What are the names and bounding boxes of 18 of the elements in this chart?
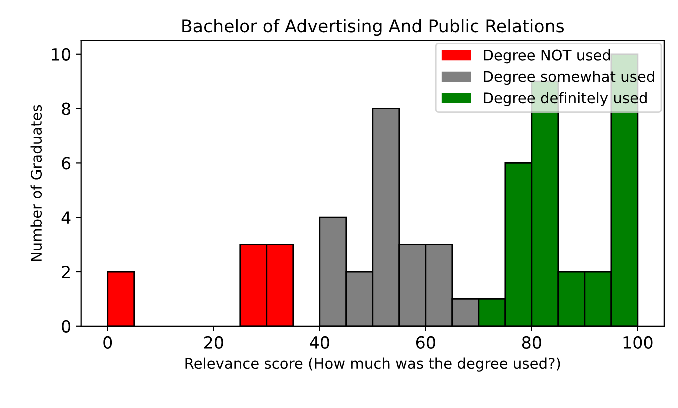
x-tick-label: 80 — [522, 336, 542, 350]
legend-label: Degree NOT used — [484, 50, 610, 64]
x-tick-label: 0 — [104, 336, 112, 350]
y-tick-label: 6 — [62, 157, 71, 170]
y-tick-label: 0 — [62, 320, 71, 333]
x-tick-label: 60 — [416, 336, 436, 350]
x-axis-title: Relevance score (How much was the degree used?) — [186, 358, 560, 372]
y-tick-label: 4 — [62, 212, 71, 224]
legend-label: Degree definitely used — [484, 92, 647, 106]
y-axis-title: Number of Graduates — [30, 105, 42, 262]
x-tick-label: 20 — [204, 336, 224, 350]
y-tick-label: 8 — [62, 102, 70, 116]
x-tick-label: 100 — [624, 336, 653, 350]
legend-label: Degree somewhat used — [484, 70, 654, 86]
y-tick-label: 2 — [62, 266, 70, 278]
y-tick-label: 10 — [52, 48, 71, 61]
x-tick-label: 40 — [310, 336, 330, 350]
chart-title: Bachelor of Advertising And Public Relations — [182, 19, 564, 36]
